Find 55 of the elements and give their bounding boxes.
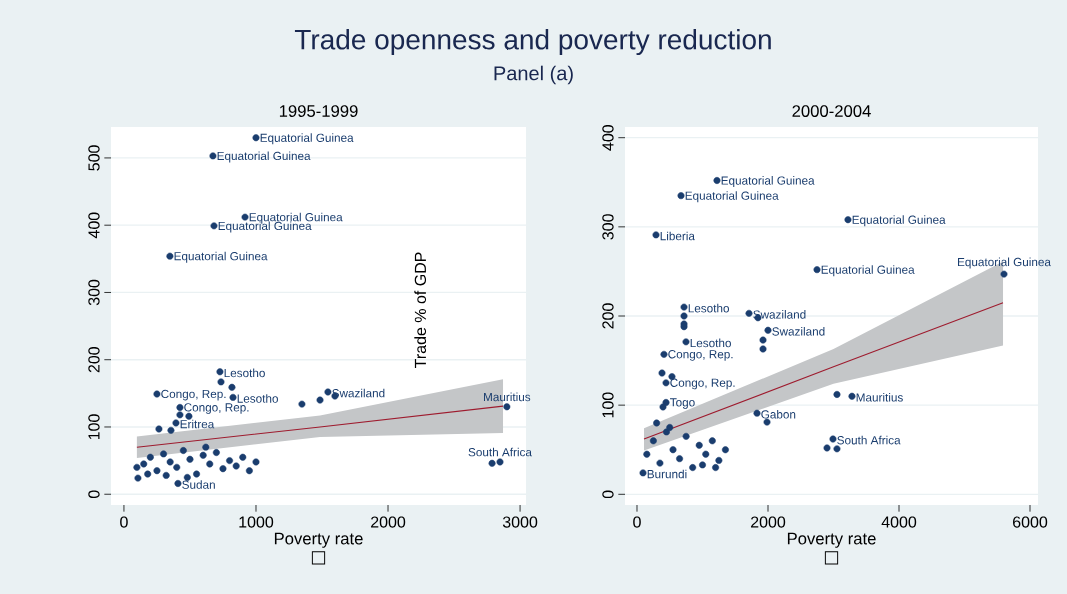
text: □	[311, 551, 326, 565]
annotation: Equatorial Guinea	[821, 265, 915, 277]
chart-title: 1995-1999	[279, 105, 358, 117]
annotation: Lesotho	[237, 394, 278, 403]
annotation: Togo	[670, 398, 695, 409]
y-tick-label: 0	[602, 490, 614, 499]
annotation: Lesotho	[224, 368, 265, 378]
annotation: Equatorial Guinea	[685, 191, 779, 203]
annotation: Gabon	[761, 409, 796, 419]
y-tick-label: 300	[602, 214, 614, 240]
annotation: Congo, Rep.	[670, 378, 735, 390]
x-axis-title: Poverty rate	[274, 532, 363, 548]
annotation: Burundi	[647, 469, 687, 479]
annotation: Congo, Rep.	[184, 403, 249, 414]
text: Panel (a)	[494, 65, 573, 85]
y-axis-title: Trade % of GDP	[414, 252, 427, 368]
y-tick-label: 200	[602, 303, 614, 329]
annotation: Lesotho	[690, 338, 731, 348]
y-tick-label: 100	[88, 414, 100, 440]
x-axis-title: Poverty rate	[787, 532, 876, 548]
x-tick-label: 1000	[239, 516, 274, 528]
y-tick-label: 100	[602, 392, 614, 418]
y-tick-label: 500	[88, 145, 100, 171]
annotation: Lesotho	[688, 303, 729, 313]
annotation: Congo, Rep.	[161, 389, 226, 401]
chart-title: 2000-2004	[792, 105, 871, 117]
annotation: Swaziland	[772, 327, 825, 336]
annotation: South Africa	[837, 435, 901, 445]
annotation: Liberia	[660, 231, 695, 241]
annotation: Equatorial Guinea	[958, 257, 1051, 269]
annotation: Mauritius	[484, 392, 531, 402]
x-tick-label: 0	[120, 516, 128, 528]
y-tick-label: 400	[88, 212, 100, 239]
annotation: Mauritius	[856, 392, 903, 402]
annotation: Equatorial Guinea	[852, 215, 946, 227]
x-tick-label: 2000	[371, 516, 406, 528]
annotation: Congo, Rep.	[668, 350, 733, 361]
y-tick-label: 400	[602, 124, 614, 151]
annotation: Sudan	[182, 480, 215, 489]
x-tick-label: 3000	[502, 516, 538, 528]
annotation: Eritrea	[180, 419, 215, 429]
x-tick-label: 2000	[751, 516, 786, 528]
annotation: Equatorial Guinea	[217, 151, 311, 163]
x-tick-label: 0	[633, 516, 641, 528]
annotation: Equatorial Guinea	[721, 176, 815, 188]
text: □	[824, 551, 839, 565]
annotation: Equatorial Guinea	[174, 251, 268, 263]
text: Trade openness and poverty reduction	[294, 28, 771, 56]
x-tick-label: 6000	[1013, 516, 1048, 528]
annotation: South Africa	[468, 447, 532, 457]
y-tick-label: 300	[88, 279, 100, 306]
y-tick-label: 200	[88, 346, 100, 373]
annotation: Equatorial Guinea	[260, 133, 354, 145]
x-tick-label: 4000	[881, 516, 917, 528]
y-tick-label: 0	[88, 490, 100, 499]
